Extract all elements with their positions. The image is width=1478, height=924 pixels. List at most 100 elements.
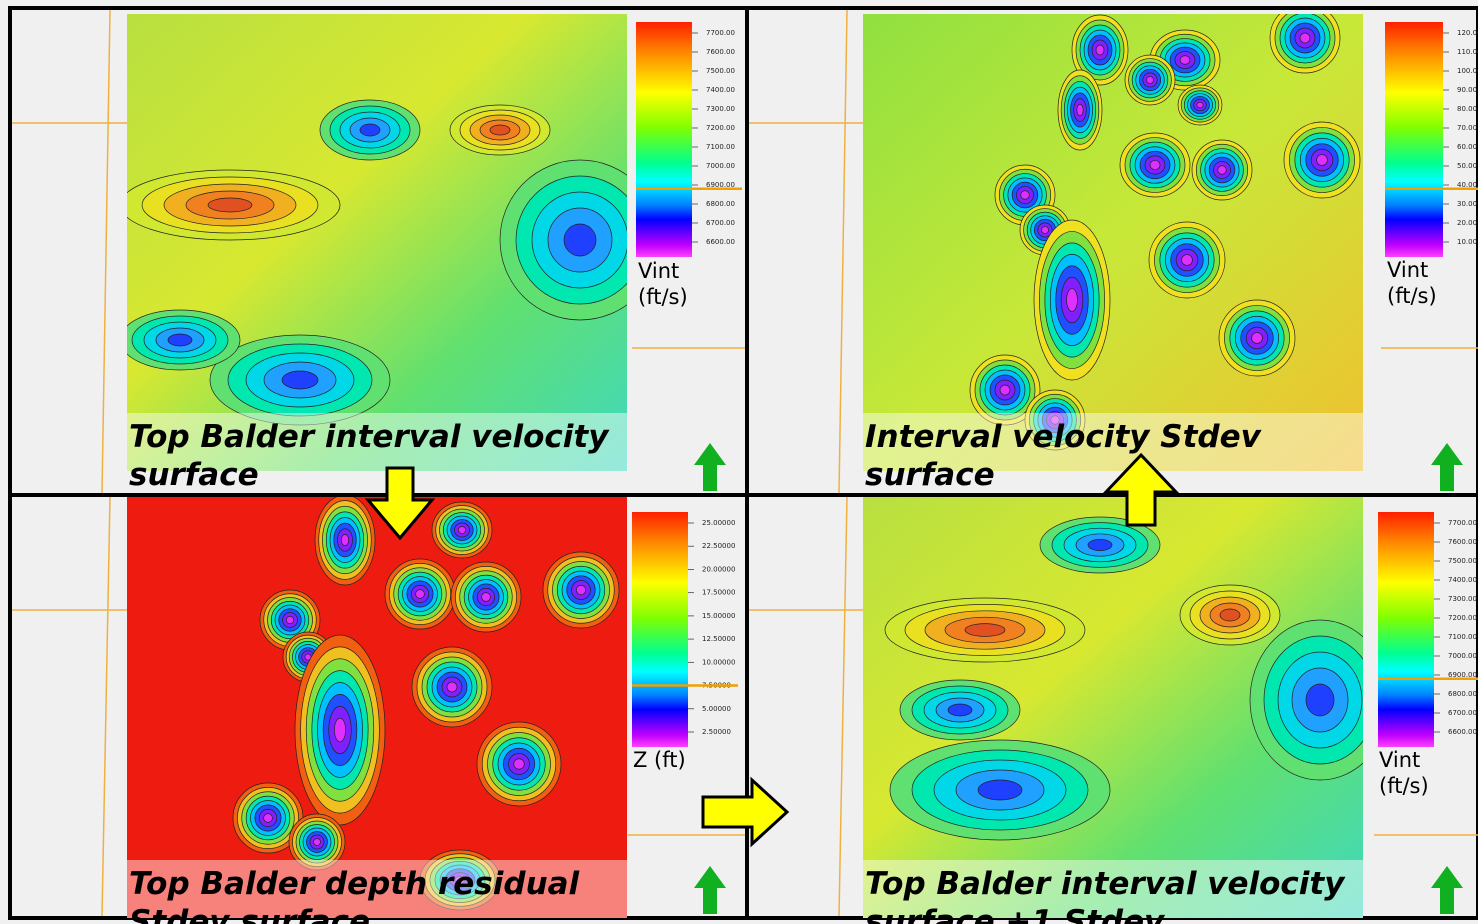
colorbar-tick-label: 80.00	[1457, 105, 1477, 113]
colorbar-tick-label: 25.00000	[702, 519, 735, 527]
colorbar-tick-label: 5.00000	[702, 705, 731, 713]
caption: surface +1 Stdev	[865, 904, 1166, 924]
figure: Top Balder interval velocitysurface7700.…	[0, 0, 1478, 924]
map	[127, 495, 627, 918]
colorbar-tick-label: 22.50000	[702, 542, 735, 550]
colorbar-tick-label: 7600.00	[1448, 538, 1477, 546]
caption: Top Balder interval velocity	[865, 866, 1346, 902]
colorbar-tick-label: 7700.00	[1448, 519, 1477, 527]
contour-zone	[1000, 385, 1010, 395]
colorbar-tick-label: 15.00000	[702, 612, 735, 620]
contour-zone	[1088, 539, 1112, 550]
contour-zone	[341, 534, 349, 545]
colorbar-tick-label: 50.00	[1457, 162, 1477, 170]
contour-zone	[208, 198, 252, 212]
colorbar-tick-label: 12.50000	[702, 635, 735, 643]
colorbar-tick-label: 30.00	[1457, 200, 1477, 208]
colorbar-tick-label: 7300.00	[1448, 595, 1477, 603]
colorbar-tick-label: 120.00	[1457, 29, 1478, 37]
colorbar-tick-label: 6700.00	[706, 219, 735, 227]
unit-label: Vint	[1387, 258, 1428, 282]
contour-zone	[1150, 160, 1160, 169]
contour-zone	[264, 814, 273, 823]
colorbar-tick-label: 90.00	[1457, 86, 1477, 94]
map	[120, 14, 660, 471]
contour-zone	[1041, 226, 1048, 233]
contour-zone	[978, 780, 1022, 800]
contour-zone	[1300, 33, 1310, 43]
contour-zone	[514, 759, 525, 770]
colorbar-tick-label: 6800.00	[1448, 690, 1477, 698]
contour-zone	[1182, 255, 1193, 266]
colorbar-tick-label: 7200.00	[706, 124, 735, 132]
contour-zone	[458, 527, 466, 534]
contour-zone	[1252, 333, 1263, 344]
colorbar-tick-label: 60.00	[1457, 143, 1477, 151]
colorbar-tick-label: 7500.00	[1448, 557, 1477, 565]
unit-label: (ft/s)	[638, 285, 688, 309]
colorbar	[1378, 512, 1434, 747]
caption: Stdev surface	[129, 904, 370, 924]
contour-zone	[482, 593, 491, 602]
colorbar-tick-label: 20.00	[1457, 219, 1477, 227]
colorbar-tick-label: 100.00	[1457, 67, 1478, 75]
contour-zone	[965, 624, 1005, 637]
colorbar-tick-label: 110.00	[1457, 48, 1478, 56]
contour-zone	[1220, 609, 1240, 621]
contour-zone	[1077, 104, 1083, 115]
contour-zone	[360, 124, 380, 136]
colorbar-tick-label: 6800.00	[706, 200, 735, 208]
unit-label: Z (ft)	[633, 748, 686, 772]
contour-zone	[1180, 56, 1190, 65]
colorbar-tick-label: 10.00	[1457, 238, 1477, 246]
contour-zone	[1317, 155, 1328, 166]
colorbar-tick-label: 7400.00	[706, 86, 735, 94]
unit-label: Vint	[638, 259, 679, 283]
contour-zone	[576, 585, 586, 595]
contour-zone	[1146, 76, 1153, 83]
contour-zone	[564, 224, 596, 256]
unit-label: (ft/s)	[1387, 284, 1437, 308]
colorbar-tick-label: 17.50000	[702, 589, 735, 597]
contour-zone	[447, 682, 457, 692]
caption: Top Balder interval velocity	[129, 419, 610, 455]
colorbar-tick-label: 20.00000	[702, 565, 735, 573]
colorbar-tick-label: 10.00000	[702, 658, 735, 666]
contour-zone	[416, 590, 425, 599]
contour-zone	[1067, 289, 1078, 312]
colorbar-tick-label: 7000.00	[706, 162, 735, 170]
contour-zone	[1218, 166, 1227, 175]
contour-zone	[1096, 45, 1104, 55]
caption: Interval velocity Stdev	[865, 419, 1263, 455]
colorbar-tick-label: 7100.00	[1448, 633, 1477, 641]
colorbar-tick-label: 2.50000	[702, 728, 731, 736]
contour-zone	[168, 334, 192, 346]
unit-label: (ft/s)	[1379, 774, 1429, 798]
colorbar-tick-label: 6700.00	[1448, 709, 1477, 717]
colorbar	[636, 22, 692, 257]
contour-zone	[1197, 102, 1203, 108]
contour-zone	[1021, 191, 1030, 200]
contour-zone	[334, 718, 345, 742]
colorbar-tick-label: 7500.00	[706, 67, 735, 75]
contour-zone	[282, 371, 318, 389]
colorbar-tick-label: 70.00	[1457, 124, 1477, 132]
colorbar-tick-label: 7700.00	[706, 29, 735, 37]
contour-zone	[286, 616, 294, 624]
colorbar-tick-label: 7000.00	[1448, 652, 1477, 660]
unit-label: Vint	[1379, 748, 1420, 772]
colorbar-tick-label: 7300.00	[706, 105, 735, 113]
contour-zone	[490, 125, 510, 135]
map-surface	[863, 14, 1363, 471]
contour-zone	[948, 704, 972, 716]
colorbar	[1385, 22, 1443, 257]
colorbar-tick-label: 7200.00	[1448, 614, 1477, 622]
colorbar-tick-label: 7100.00	[706, 143, 735, 151]
caption: surface	[865, 457, 995, 493]
caption: Top Balder depth residual	[129, 866, 580, 902]
caption: surface	[129, 457, 259, 493]
colorbar-tick-label: 6600.00	[1448, 728, 1477, 736]
map	[863, 3, 1363, 471]
map	[863, 497, 1390, 918]
colorbar-tick-label: 6600.00	[706, 238, 735, 246]
